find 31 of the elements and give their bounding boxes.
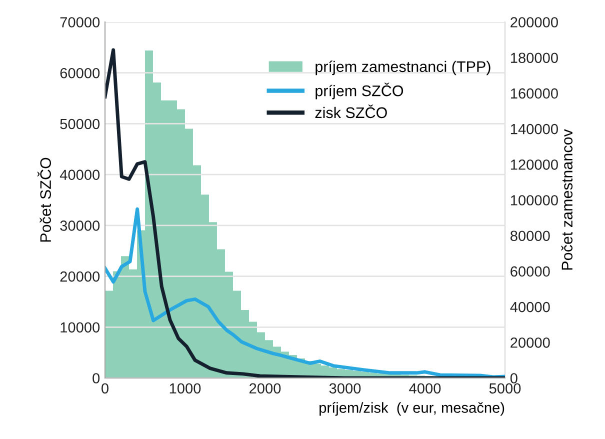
y2-tick-label: 120000: [510, 160, 558, 170]
y-tick-label: 30000: [60, 220, 100, 231]
y-tick-label: 70000: [60, 17, 100, 28]
legend-label: príjem SZČO: [316, 82, 404, 100]
y-tick-label: 0: [92, 373, 100, 384]
y2-tick-label: 80000: [510, 230, 550, 242]
y2-axis-title: Počet zamestnancov: [561, 129, 573, 270]
legend-label: príjem zamestnanci (TPP): [316, 60, 490, 76]
x-tick-label: 2000: [250, 383, 281, 394]
y2-tick-label: 40000: [510, 302, 550, 312]
y-tick-label: 20000: [60, 271, 100, 282]
y2-tick-label: 100000: [510, 195, 558, 206]
x-tick-label: 3000: [329, 383, 361, 394]
y2-tick-label: 200000: [510, 17, 558, 28]
y2-tick-label: 20000: [510, 338, 550, 348]
y2-tick-label: 0: [510, 373, 518, 384]
legend-label: zisk SZČO: [315, 104, 387, 118]
x-axis-title: príjem/zisk (v eur, mesačne): [320, 402, 504, 416]
y2-tick-label: 160000: [510, 88, 558, 99]
y-tick-label: 10000: [60, 322, 100, 333]
y2-tick-label: 60000: [510, 266, 550, 277]
y-axis-title: Počet SZČO: [38, 158, 52, 242]
y-tick-label: 60000: [60, 68, 100, 78]
y-tick-label: 50000: [60, 118, 100, 130]
y-tick-label: 40000: [60, 170, 100, 180]
x-tick-label: 5000: [489, 383, 521, 394]
x-tick-label: 1000: [170, 383, 201, 394]
x-tick-label: 0: [102, 383, 108, 394]
y2-tick-label: 180000: [510, 52, 558, 64]
x-tick-label: 4000: [409, 383, 441, 394]
y2-tick-label: 140000: [510, 124, 558, 134]
